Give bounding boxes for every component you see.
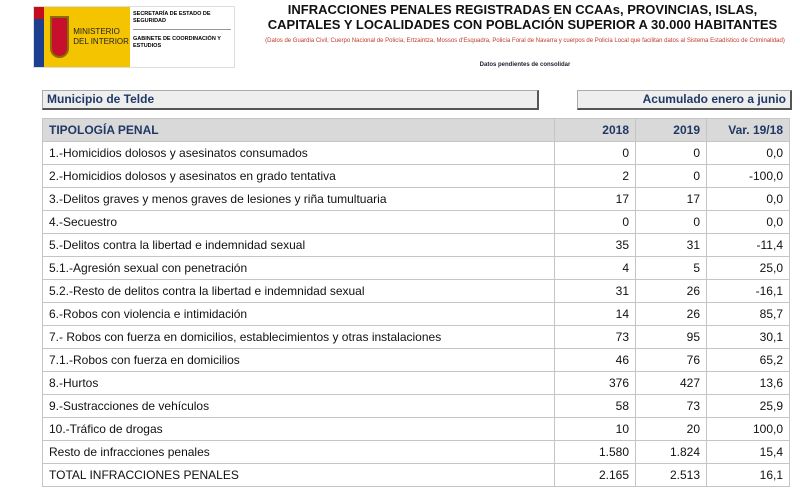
value-2018: 17 — [554, 187, 636, 211]
value-2019: 26 — [635, 302, 707, 326]
col-var: Var. 19/18 — [706, 118, 790, 142]
table-row: 7.- Robos con fuerza en domicilios, esta… — [42, 325, 790, 349]
row-label: 4.-Secuestro — [42, 210, 555, 234]
pending-note: Datos pendientes de consolidar — [479, 62, 571, 68]
ministry-name: MINISTERIO DEL INTERIOR — [73, 27, 129, 46]
value-2018: 1.580 — [554, 440, 636, 464]
value-2018: 0 — [554, 210, 636, 234]
row-label: 10.-Tráfico de drogas — [42, 417, 555, 441]
table-row: 5.1.-Agresión sexual con penetración 4 5 25… — [42, 256, 790, 280]
value-2019: 26 — [635, 279, 707, 303]
ministry-logo: MINISTERIO DEL INTERIOR SECRETARÍA DE ES… — [33, 6, 235, 68]
table-row: 2.-Homicidios dolosos y asesinatos en gr… — [42, 164, 790, 188]
value-2018: 4 — [554, 256, 636, 280]
value-2019: 20 — [635, 417, 707, 441]
value-2018: 73 — [554, 325, 636, 349]
value-2018: 35 — [554, 233, 636, 257]
col-tipologia: TIPOLOGÍA PENAL — [42, 118, 555, 142]
value-var: 16,1 — [706, 463, 790, 487]
table-row: 10.-Tráfico de drogas 10 20 100,0 — [42, 417, 790, 441]
value-var: 0,0 — [706, 210, 790, 234]
value-var: -16,1 — [706, 279, 790, 303]
value-2018: 10 — [554, 417, 636, 441]
value-2018: 0 — [554, 141, 636, 165]
crime-table: TIPOLOGÍA PENAL 2018 2019 Var. 19/18 1.-… — [42, 118, 790, 487]
table-row: TOTAL INFRACCIONES PENALES 2.165 2.513 16,1 — [42, 463, 790, 487]
table-row: 4.-Secuestro 0 0 0,0 — [42, 210, 790, 234]
table-row: 5.2.-Resto de delitos contra la libertad… — [42, 279, 790, 303]
value-var: 65,2 — [706, 348, 790, 372]
row-label: 7.- Robos con fuerza en domicilios, esta… — [42, 325, 555, 349]
value-2019: 76 — [635, 348, 707, 372]
value-var: 30,1 — [706, 325, 790, 349]
value-var: 25,9 — [706, 394, 790, 418]
value-var: 85,7 — [706, 302, 790, 326]
value-2018: 46 — [554, 348, 636, 372]
secretaria-label: SECRETARÍA DE ESTADO DE SEGURIDAD — [133, 11, 231, 30]
table-row: 3.-Delitos graves y menos graves de lesi… — [42, 187, 790, 211]
row-label: 1.-Homicidios dolosos y asesinatos consu… — [42, 141, 555, 165]
flag-stripe — [34, 7, 44, 67]
table-row: Resto de infracciones penales 1.580 1.824 1… — [42, 440, 790, 464]
table-header: TIPOLOGÍA PENAL 2018 2019 Var. 19/18 — [42, 118, 790, 142]
table-row: 8.-Hurtos 376 427 13,6 — [42, 371, 790, 395]
value-2019: 1.824 — [635, 440, 707, 464]
col-2019: 2019 — [635, 118, 707, 142]
value-2019: 0 — [635, 141, 707, 165]
page-subtitle: (Datos de Guardia Civil, Cuerpo Nacional… — [265, 38, 785, 44]
row-label: 2.-Homicidios dolosos y asesinatos en gr… — [42, 164, 555, 188]
table-row: 6.-Robos con violencia e intimidación 14 2… — [42, 302, 790, 326]
value-2019: 31 — [635, 233, 707, 257]
value-var: 25,0 — [706, 256, 790, 280]
value-var: 100,0 — [706, 417, 790, 441]
value-2019: 95 — [635, 325, 707, 349]
value-2018: 31 — [554, 279, 636, 303]
row-label: 8.-Hurtos — [42, 371, 555, 395]
table-row: 7.1.-Robos con fuerza en domicilios 46 76 6… — [42, 348, 790, 372]
row-label: 5.2.-Resto de delitos contra la libertad… — [42, 279, 555, 303]
value-var: 15,4 — [706, 440, 790, 464]
row-label: Resto de infracciones penales — [42, 440, 555, 464]
municipio-box: Municipio de Telde — [42, 90, 539, 110]
table-row: 9.-Sustracciones de vehículos 58 73 25,9 — [42, 394, 790, 418]
value-2018: 14 — [554, 302, 636, 326]
value-var: 0,0 — [706, 141, 790, 165]
value-var: 13,6 — [706, 371, 790, 395]
value-2019: 5 — [635, 256, 707, 280]
table-row: 5.-Delitos contra la libertad e indemnid… — [42, 233, 790, 257]
value-var: 0,0 — [706, 187, 790, 211]
value-2019: 2.513 — [635, 463, 707, 487]
row-label: 3.-Delitos graves y menos graves de lesi… — [42, 187, 555, 211]
gabinete-label: GABINETE DE COORDINACIÓN Y ESTUDIOS — [133, 36, 221, 49]
row-label: 9.-Sustracciones de vehículos — [42, 394, 555, 418]
table-row: 1.-Homicidios dolosos y asesinatos consu… — [42, 141, 790, 165]
value-2018: 2 — [554, 164, 636, 188]
value-2019: 427 — [635, 371, 707, 395]
value-var: -11,4 — [706, 233, 790, 257]
period-box: Acumulado enero a junio — [577, 90, 792, 110]
value-2019: 17 — [635, 187, 707, 211]
row-label: 7.1.-Robos con fuerza en domicilios — [42, 348, 555, 372]
page-title: INFRACCIONES PENALES REGISTRADAS EN CCAA… — [267, 2, 778, 32]
value-2018: 376 — [554, 371, 636, 395]
row-label: TOTAL INFRACCIONES PENALES — [42, 463, 555, 487]
value-var: -100,0 — [706, 164, 790, 188]
row-label: 5.1.-Agresión sexual con penetración — [42, 256, 555, 280]
row-label: 6.-Robos con violencia e intimidación — [42, 302, 555, 326]
coat-of-arms-icon — [50, 16, 70, 58]
value-2018: 58 — [554, 394, 636, 418]
col-2018: 2018 — [554, 118, 636, 142]
value-2019: 73 — [635, 394, 707, 418]
value-2019: 0 — [635, 164, 707, 188]
value-2019: 0 — [635, 210, 707, 234]
value-2018: 2.165 — [554, 463, 636, 487]
row-label: 5.-Delitos contra la libertad e indemnid… — [42, 233, 555, 257]
